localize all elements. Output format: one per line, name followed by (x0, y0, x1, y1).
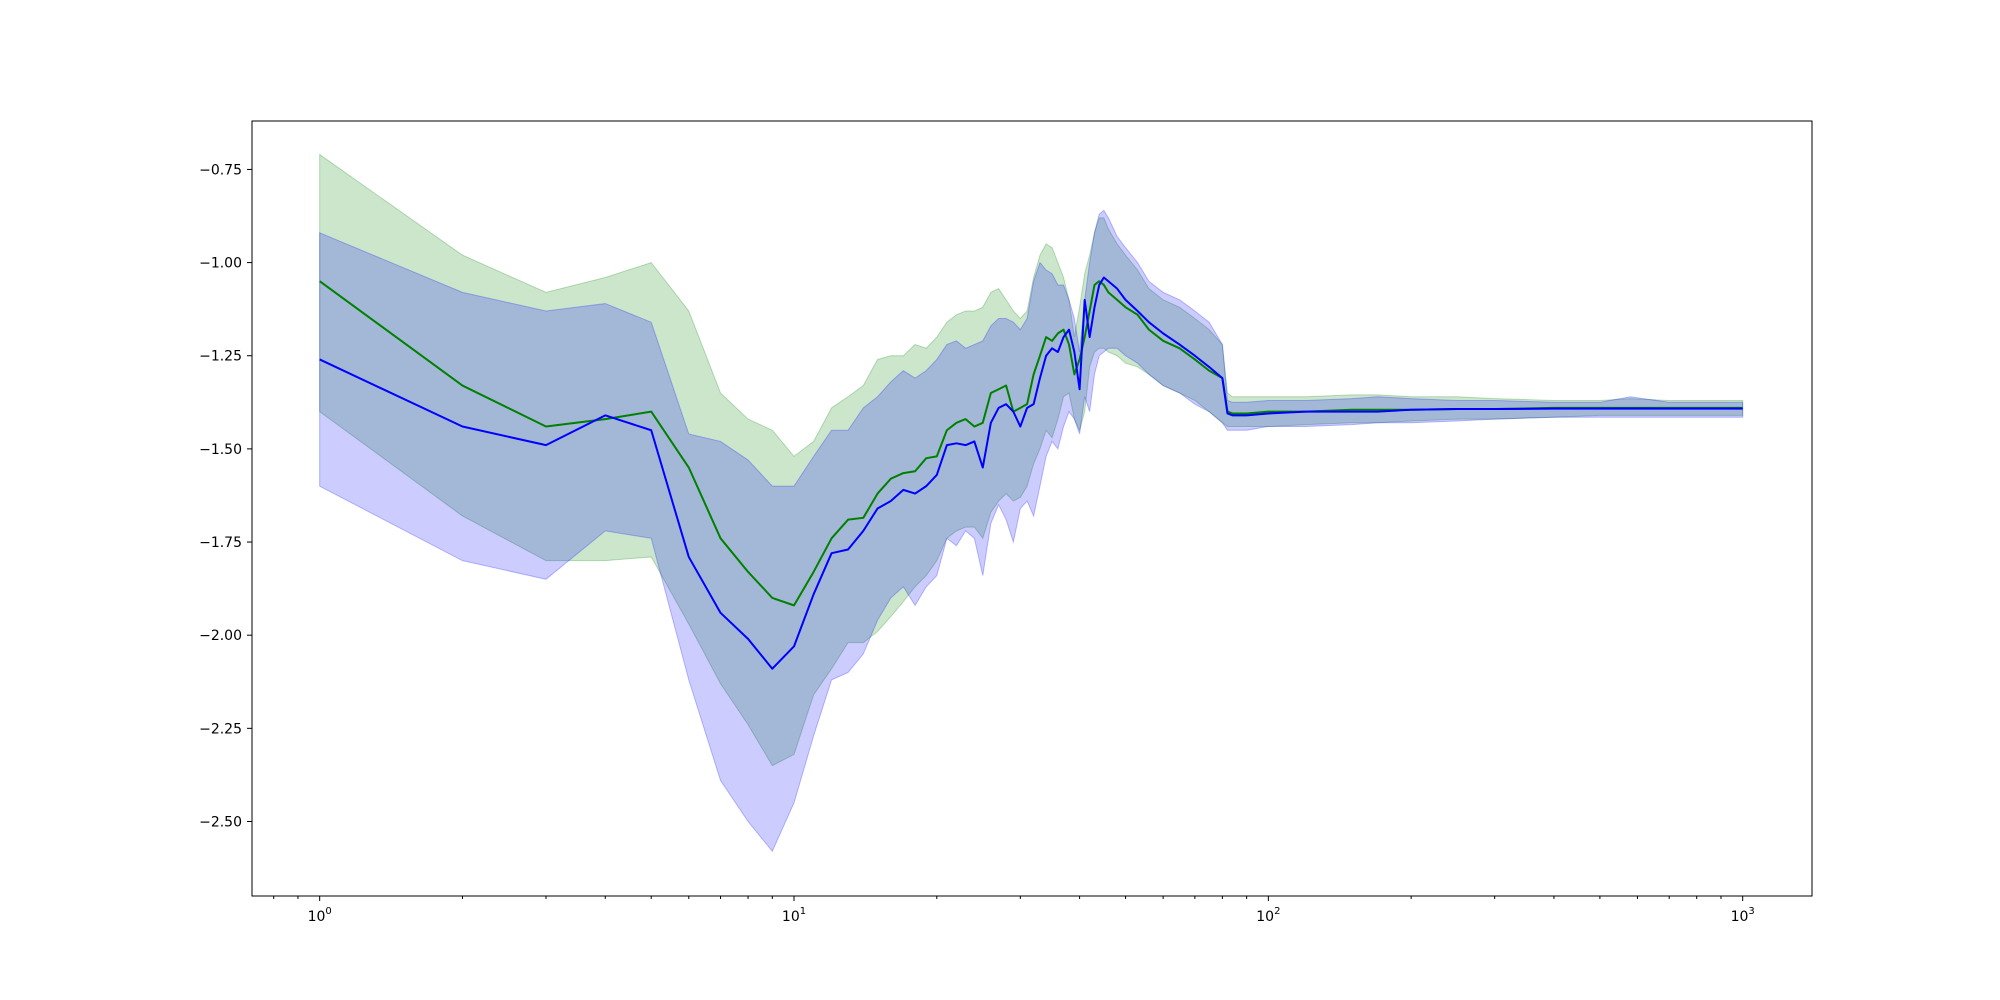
x-tick-label: 103 (1731, 906, 1755, 925)
x-tick-exponent: 3 (1748, 906, 1754, 917)
x-tick-label: 100 (308, 906, 332, 925)
series-0-band (319, 153, 1744, 767)
y-tick-label: −1.25 (199, 349, 242, 365)
y-tick-label: −1.00 (199, 256, 242, 272)
y-tick-label: −0.75 (199, 162, 242, 178)
series-1-band (319, 209, 1744, 853)
y-tick-label: −2.50 (199, 814, 242, 830)
plot-area (319, 153, 1744, 853)
y-tick-label: −1.50 (199, 442, 242, 458)
y-tick-label: −1.75 (199, 535, 242, 551)
y-tick-label: −2.00 (199, 628, 242, 644)
x-tick-label: 102 (1256, 906, 1280, 925)
x-tick-base: 10 (1256, 909, 1274, 925)
axes-frame (251, 120, 1813, 897)
x-tick-exponent: 1 (800, 906, 806, 917)
axes: −0.75 −1.00 −1.25 −1.50 −1.75 −2.00 −2.25 −2.50… (199, 120, 1813, 925)
x-tick-base: 10 (782, 909, 800, 925)
x-tick-exponent: 0 (325, 906, 331, 917)
x-tick-exponent: 2 (1274, 906, 1280, 917)
y-tick-label: −2.25 (199, 721, 242, 737)
x-tick-label: 101 (782, 906, 806, 925)
x-tick-base: 10 (308, 909, 326, 925)
series-1-line (319, 276, 1743, 670)
x-tick-base: 10 (1731, 909, 1749, 925)
